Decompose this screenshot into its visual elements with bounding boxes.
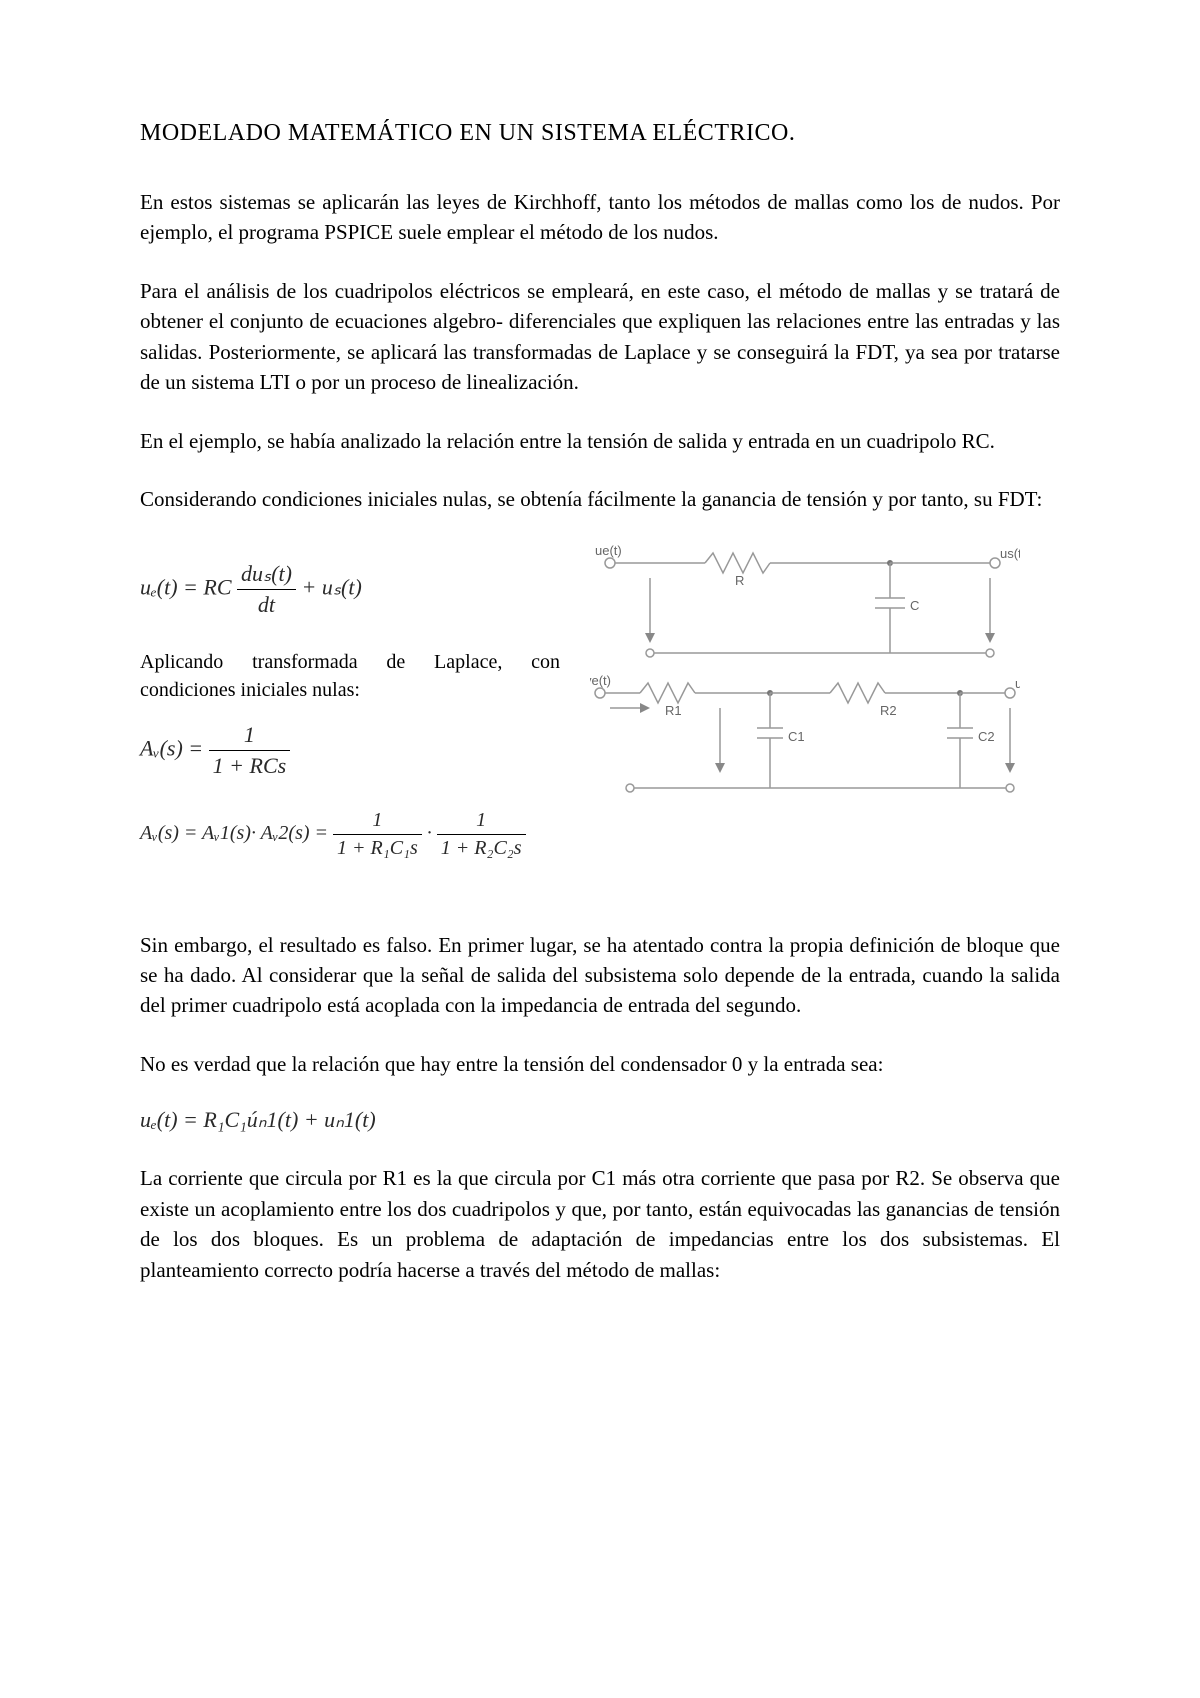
formula-1-num: duₛ(t) xyxy=(237,561,296,590)
formula-wrong-relation: uₑ(t) = R₁C₁úₙ1(t) + uₙ1(t) xyxy=(140,1107,1060,1133)
formula-1-lhs: uₑ(t) = RC xyxy=(140,574,232,599)
paragraph-2: Para el análisis de los cuadripolos eléc… xyxy=(140,276,1060,398)
formula-3-den2: 1 + R₂C₂s xyxy=(437,835,526,860)
paragraph-6: Sin embargo, el resultado es falso. En p… xyxy=(140,930,1060,1021)
formula-transfer-single: Aᵥ(s) = 1 1 + RCs xyxy=(140,722,560,779)
formula-3-num1: 1 xyxy=(333,809,422,835)
label-R2: R2 xyxy=(880,703,897,718)
label-us2: us(t) xyxy=(1015,676,1020,691)
formula-3-den1: 1 + R₁C₁s xyxy=(333,835,422,860)
label-C1: C1 xyxy=(788,729,805,744)
formula-transfer-product: Aᵥ(s) = Aᵥ1(s)· Aᵥ2(s) = 1 1 + R₁C₁s · 1… xyxy=(140,809,560,860)
formula-4-full: uₑ(t) = R₁C₁úₙ1(t) + uₙ1(t) xyxy=(140,1107,376,1132)
paragraph-4: Considerando condiciones iniciales nulas… xyxy=(140,484,1060,514)
formula-3-lhs: Aᵥ(s) = Aᵥ1(s)· Aᵥ2(s) = xyxy=(140,822,333,844)
formula-1-tail: + uₛ(t) xyxy=(301,574,361,599)
formula-2-lhs: Aᵥ(s) = xyxy=(140,735,209,760)
formula-3-sep: · xyxy=(427,822,437,844)
paragraph-3: En el ejemplo, se había analizado la rel… xyxy=(140,426,1060,456)
paragraph-8: La corriente que circula por R1 es la qu… xyxy=(140,1163,1060,1285)
label-R: R xyxy=(735,573,744,588)
label-R1: R1 xyxy=(665,703,682,718)
paragraph-5: Aplicando transformada de Laplace, con c… xyxy=(140,648,560,704)
page-title: MODELADO MATEMÁTICO EN UN SISTEMA ELÉCTR… xyxy=(140,120,1060,147)
formula-2-den: 1 + RCs xyxy=(209,751,291,779)
circuit-diagram: ue(t) us(t) R C xyxy=(590,543,1020,803)
formula-3-num2: 1 xyxy=(437,809,526,835)
formula-1-den: dt xyxy=(237,590,296,618)
formula-diff-eq: uₑ(t) = RC duₛ(t) dt + uₛ(t) xyxy=(140,561,560,618)
paragraph-7: No es verdad que la relación que hay ent… xyxy=(140,1049,1060,1079)
label-us: us(t) xyxy=(1000,546,1020,561)
label-C2: C2 xyxy=(978,729,995,744)
label-ue: ue(t) xyxy=(595,543,622,558)
paragraph-1: En estos sistemas se aplicarán las leyes… xyxy=(140,187,1060,248)
label-ve: ve(t) xyxy=(590,673,611,688)
formula-2-num: 1 xyxy=(209,722,291,751)
label-C: C xyxy=(910,598,919,613)
